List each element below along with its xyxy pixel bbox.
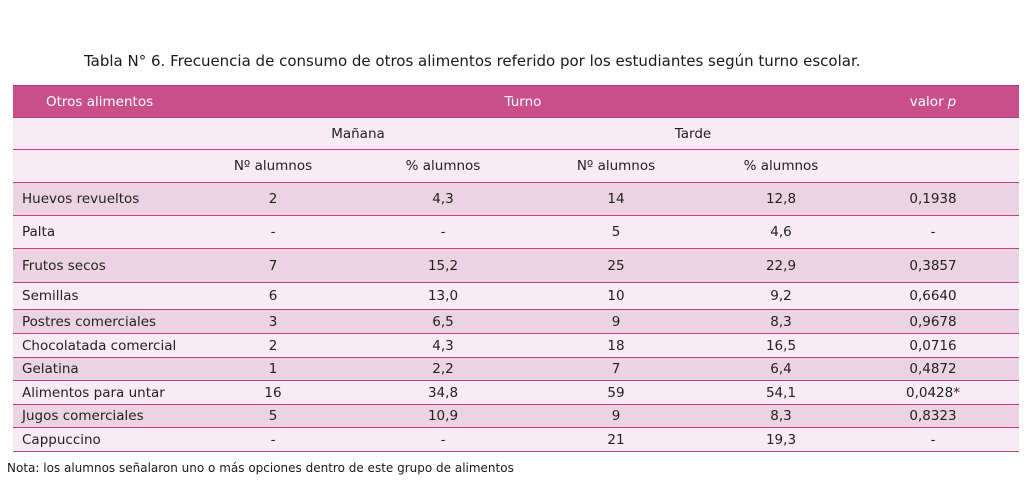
table-row: Postres comerciales 3 6,5 9 8,3 0,9678 — [13, 310, 1019, 334]
cell-valor-p: 0,4872 — [909, 361, 957, 377]
cell-pct-tarde: 16,5 — [765, 337, 797, 354]
cell-valor-p: 0,8323 — [909, 408, 957, 424]
cell-food-name: Palta — [22, 224, 56, 240]
cell-pct-tarde: 12,8 — [765, 191, 797, 207]
table-row: Chocolatada comercial 2 4,3 18 16,5 0,07… — [13, 334, 1019, 358]
header-n-alumnos-manana: Nº alumnos — [233, 158, 313, 174]
cell-valor-p: 0,0716 — [909, 337, 957, 354]
cell-pct-manana: 10,9 — [427, 408, 459, 424]
cell-valor-p: - — [930, 431, 936, 448]
cell-n-tarde: 7 — [611, 361, 621, 377]
cell-n-manana: 2 — [268, 191, 278, 207]
header-tarde: Tarde — [674, 125, 712, 142]
cell-n-manana: 7 — [268, 257, 278, 274]
cell-valor-p: 0,1938 — [909, 191, 957, 207]
cell-n-manana: - — [270, 431, 276, 448]
header-valor-label: valor — [909, 93, 944, 110]
header-otros-alimentos: Otros alimentos — [46, 93, 154, 110]
cell-pct-tarde: 6,4 — [770, 361, 792, 377]
cell-pct-manana: 4,3 — [432, 337, 454, 354]
cell-pct-tarde: 22,9 — [765, 257, 797, 274]
cell-n-tarde: 21 — [607, 431, 625, 448]
cell-n-tarde: 59 — [607, 384, 625, 401]
table-row: Palta - - 5 4,6 - — [13, 216, 1019, 249]
table-header-row: Otros alimentos Turno valor p — [13, 85, 1019, 118]
cell-pct-manana: 2,2 — [432, 361, 454, 377]
cell-food-name: Chocolatada comercial — [22, 337, 177, 354]
cell-food-name: Frutos secos — [22, 257, 106, 274]
table-subheader-columns-row: Nº alumnos % alumnos Nº alumnos % alumno… — [13, 150, 1019, 183]
cell-n-manana: - — [270, 224, 276, 240]
table-row: Huevos revueltos 2 4,3 14 12,8 0,1938 — [13, 183, 1019, 216]
table-subheader-turno-row: Mañana Tarde — [13, 118, 1019, 150]
cell-n-manana: 5 — [268, 408, 278, 424]
cell-pct-manana: 34,8 — [427, 384, 459, 401]
header-n-alumnos-tarde: Nº alumnos — [576, 158, 656, 174]
cell-n-manana: 16 — [264, 384, 282, 401]
header-pct-alumnos-tarde: % alumnos — [743, 158, 819, 174]
header-manana: Mañana — [331, 125, 385, 142]
cell-food-name: Cappuccino — [22, 431, 101, 448]
cell-food-name: Alimentos para untar — [22, 384, 165, 401]
cell-pct-manana: 13,0 — [427, 288, 459, 304]
cell-pct-tarde: 9,2 — [770, 288, 792, 304]
cell-valor-p: 0,3857 — [909, 257, 957, 274]
table-caption: Tabla N° 6. Frecuencia de consumo de otr… — [84, 52, 861, 70]
cell-food-name: Gelatina — [22, 361, 79, 377]
header-valor-italic: p — [947, 93, 957, 110]
cell-food-name: Semillas — [22, 288, 79, 304]
cell-pct-manana: 6,5 — [432, 313, 454, 330]
cell-food-name: Postres comerciales — [22, 313, 157, 330]
table-row: Semillas 6 13,0 10 9,2 0,6640 — [13, 283, 1019, 310]
cell-valor-p: 0,6640 — [909, 288, 957, 304]
cell-valor-p: 0,0428* — [906, 384, 960, 401]
cell-n-tarde: 14 — [607, 191, 625, 207]
food-frequency-table: Otros alimentos Turno valor p Mañana Tard… — [13, 85, 1019, 452]
table-note: Nota: los alumnos señalaron uno o más op… — [7, 461, 514, 475]
cell-pct-manana: 15,2 — [427, 257, 459, 274]
cell-n-tarde: 5 — [611, 224, 621, 240]
header-turno: Turno — [504, 93, 542, 110]
cell-n-manana: 1 — [268, 361, 278, 377]
header-pct-alumnos-manana: % alumnos — [405, 158, 481, 174]
cell-pct-manana: 4,3 — [432, 191, 454, 207]
cell-n-tarde: 9 — [611, 408, 621, 424]
table-row: Gelatina 1 2,2 7 6,4 0,4872 — [13, 358, 1019, 381]
header-valor-p: valor p — [883, 86, 983, 117]
cell-pct-manana: - — [440, 431, 446, 448]
cell-food-name: Huevos revueltos — [22, 191, 140, 207]
table-row: Frutos secos 7 15,2 25 22,9 0,3857 — [13, 249, 1019, 283]
cell-n-tarde: 10 — [607, 288, 625, 304]
cell-valor-p: 0,9678 — [909, 313, 957, 330]
cell-valor-p: - — [930, 224, 936, 240]
cell-n-manana: 6 — [268, 288, 278, 304]
cell-pct-tarde: 4,6 — [770, 224, 792, 240]
cell-food-name: Jugos comerciales — [22, 408, 144, 424]
cell-n-manana: 3 — [268, 313, 278, 330]
table-row: Jugos comerciales 5 10,9 9 8,3 0,8323 — [13, 405, 1019, 428]
cell-pct-tarde: 54,1 — [765, 384, 797, 401]
cell-pct-tarde: 8,3 — [770, 408, 792, 424]
cell-pct-tarde: 19,3 — [765, 431, 797, 448]
cell-pct-tarde: 8,3 — [770, 313, 792, 330]
cell-n-manana: 2 — [268, 337, 278, 354]
cell-n-tarde: 25 — [607, 257, 625, 274]
table-row: Cappuccino - - 21 19,3 - — [13, 428, 1019, 452]
cell-pct-manana: - — [440, 224, 446, 240]
cell-n-tarde: 9 — [611, 313, 621, 330]
table-row: Alimentos para untar 16 34,8 59 54,1 0,0… — [13, 381, 1019, 405]
cell-n-tarde: 18 — [607, 337, 625, 354]
